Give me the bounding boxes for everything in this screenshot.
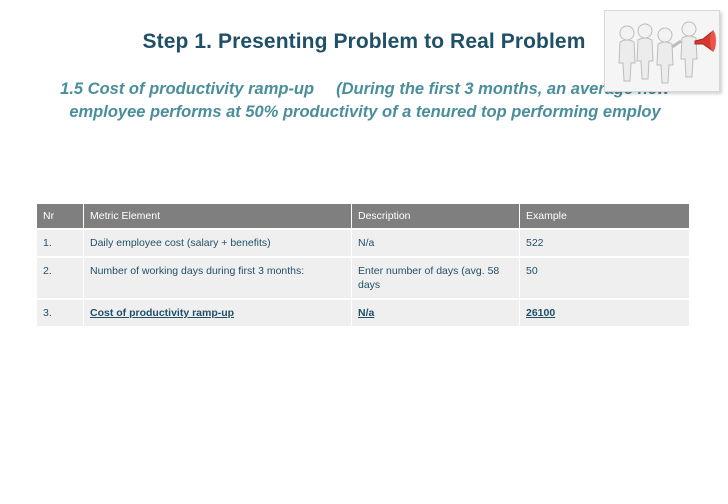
cell-nr: 1. (37, 228, 84, 257)
subtitle-heading: 1.5 Cost of productivity ramp-up (60, 80, 315, 98)
cell-nr: 2. (37, 256, 84, 299)
header-metric-element: Metric Element (83, 204, 352, 229)
cell-nr: 3. (37, 298, 84, 326)
slide-title: Step 1. Presenting Problem to Real Probl… (142, 30, 586, 53)
table-row: 3. Cost of productivity ramp-up N/a 2610… (37, 298, 689, 326)
cell-metric-element: Cost of productivity ramp-up (83, 298, 352, 326)
cell-metric-element: Number of working days during first 3 mo… (83, 256, 352, 299)
cell-description: Enter number of days (avg. 58 days (351, 256, 520, 299)
cell-description: N/a (351, 298, 520, 326)
cell-metric-element: Daily employee cost (salary + benefits) (83, 228, 352, 257)
subtitle-note-cont: employee performs at 50% productivity of… (69, 103, 661, 121)
table-header-row: Nr Metric Element Description Example (37, 204, 689, 229)
cell-description: N/a (351, 228, 520, 257)
metrics-table: Nr Metric Element Description Example 1.… (37, 204, 689, 326)
header-example: Example (519, 204, 689, 229)
people-megaphone-illustration (618, 21, 716, 84)
table-row: 1. Daily employee cost (salary + benefit… (37, 228, 689, 257)
cell-example: 26100 (519, 298, 689, 326)
header-description: Description (351, 204, 520, 229)
subtitle-note: (During the first 3 months, an average n… (336, 80, 670, 98)
cell-example: 50 (519, 256, 689, 299)
people-with-megaphone-icon (604, 10, 720, 92)
header-nr: Nr (37, 204, 84, 229)
table-row: 2. Number of working days during first 3… (37, 256, 689, 299)
slide-subtitle: 1.5 Cost of productivity ramp-up (During … (40, 78, 690, 124)
cell-example: 522 (519, 228, 689, 257)
